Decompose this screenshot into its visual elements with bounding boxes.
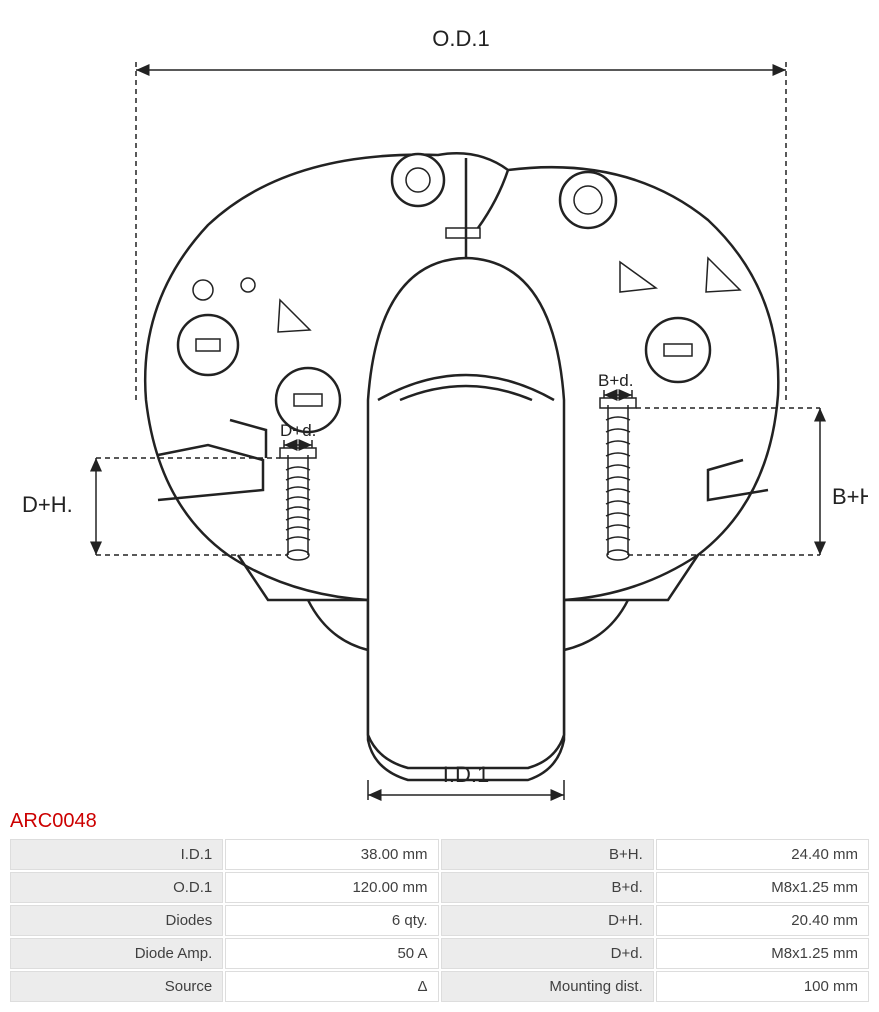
spec-value: 38.00 mm bbox=[225, 839, 438, 870]
spec-table: I.D.138.00 mmB+H.24.40 mmO.D.1120.00 mmB… bbox=[8, 837, 871, 1004]
table-row: Diodes6 qty.D+H.20.40 mm bbox=[10, 905, 869, 936]
part-number-title: ARC0048 bbox=[8, 810, 871, 837]
label-dd: D+d. bbox=[280, 421, 316, 440]
spec-label: B+d. bbox=[441, 872, 654, 903]
spec-value: 100 mm bbox=[656, 971, 869, 1002]
spec-value: 24.40 mm bbox=[656, 839, 869, 870]
label-dh: D+H. bbox=[22, 492, 73, 517]
spec-label: Source bbox=[10, 971, 223, 1002]
spec-label: Diode Amp. bbox=[10, 938, 223, 969]
table-row: SourceΔMounting dist.100 mm bbox=[10, 971, 869, 1002]
label-bh: B+H. bbox=[832, 484, 868, 509]
spec-value: M8x1.25 mm bbox=[656, 872, 869, 903]
spec-label: D+d. bbox=[441, 938, 654, 969]
spec-label: O.D.1 bbox=[10, 872, 223, 903]
spec-label: D+H. bbox=[441, 905, 654, 936]
table-row: O.D.1120.00 mmB+d.M8x1.25 mm bbox=[10, 872, 869, 903]
label-od1: O.D.1 bbox=[432, 26, 489, 51]
diode-top-3 bbox=[178, 315, 238, 375]
spec-label: I.D.1 bbox=[10, 839, 223, 870]
diode-top-1 bbox=[646, 318, 710, 382]
spec-label: B+H. bbox=[441, 839, 654, 870]
spec-value: 50 A bbox=[225, 938, 438, 969]
spec-value: Δ bbox=[225, 971, 438, 1002]
spec-value: 6 qty. bbox=[225, 905, 438, 936]
label-bd: B+d. bbox=[598, 371, 633, 390]
spec-value: M8x1.25 mm bbox=[656, 938, 869, 969]
label-id1: I.D.1 bbox=[443, 762, 489, 787]
spec-label: Diodes bbox=[10, 905, 223, 936]
table-row: Diode Amp.50 AD+d.M8x1.25 mm bbox=[10, 938, 869, 969]
spec-value: 20.40 mm bbox=[656, 905, 869, 936]
drawing-svg: O.D.1 bbox=[8, 0, 868, 810]
spec-value: 120.00 mm bbox=[225, 872, 438, 903]
table-row: I.D.138.00 mmB+H.24.40 mm bbox=[10, 839, 869, 870]
spec-label: Mounting dist. bbox=[441, 971, 654, 1002]
technical-drawing: O.D.1 bbox=[8, 0, 868, 810]
